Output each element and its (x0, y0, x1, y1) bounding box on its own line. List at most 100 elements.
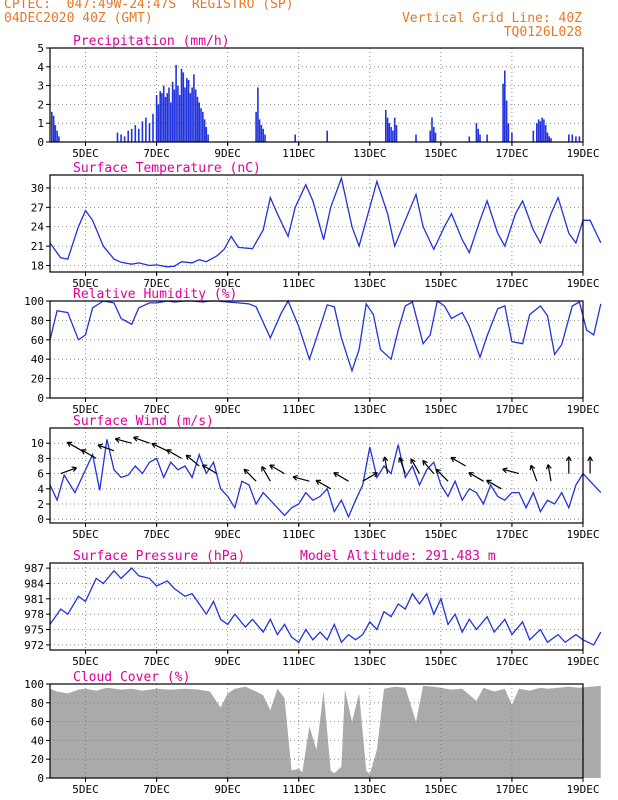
x-tick-label: 11DEC (282, 277, 315, 290)
precip-bar (388, 123, 391, 142)
precip-bar (184, 87, 186, 142)
wind-vector-head (269, 464, 273, 470)
precip-bar (196, 96, 199, 142)
precip-bar (134, 125, 137, 142)
y-tick-label: 0 (37, 513, 44, 526)
y-tick-label: 20 (31, 753, 44, 766)
wind-vector-shaft (97, 444, 115, 452)
x-tick-label: 15DEC (424, 147, 457, 160)
precip-bar (193, 74, 195, 142)
y-tick-label: 2 (37, 98, 44, 111)
precip-bar (541, 117, 543, 142)
y-tick-label: 2 (37, 498, 44, 511)
wind-vector-head (201, 464, 206, 470)
wind-vector-shaft (486, 479, 502, 490)
wind-vector-head (410, 458, 416, 463)
precip-bar (180, 68, 183, 142)
y-tick-label: 1 (37, 117, 44, 130)
wind-vector-head (589, 456, 594, 462)
wind-vector-head (565, 456, 570, 462)
wind-vector-shaft (398, 457, 406, 474)
precip-bar (166, 93, 169, 142)
y-tick-label: 18 (31, 260, 44, 273)
precip-bar (433, 127, 435, 142)
x-tick-label: 11DEC (282, 783, 315, 796)
precip-bar (58, 136, 60, 142)
panel-title: Surface Wind (m/s) (73, 414, 214, 429)
wind-vector-head (468, 472, 472, 478)
precip-bar (120, 134, 122, 142)
y-tick-label: 40 (31, 353, 44, 366)
series-line-3 (49, 299, 602, 373)
precip-bar (157, 104, 160, 142)
wind-vector-head (384, 456, 389, 462)
y-tick-label: 0 (37, 772, 44, 785)
precip-bar (173, 89, 176, 142)
wind-vector-shaft (547, 464, 552, 482)
wind-vector-head (450, 457, 455, 463)
x-tick-label: 17DEC (495, 277, 528, 290)
x-tick-label: 11DEC (282, 528, 315, 541)
precip-bar (194, 89, 197, 142)
x-tick-label: 15DEC (424, 528, 457, 541)
precip-bar (205, 127, 208, 142)
x-tick-label: 9DEC (214, 277, 241, 290)
wind-vector-head (545, 464, 549, 470)
precip-bar (393, 117, 396, 142)
panel-title: Cloud Cover (%) (73, 670, 190, 685)
panel-frame (49, 683, 584, 779)
precip-bar (155, 95, 158, 142)
wind-vector-head (185, 454, 189, 460)
precip-bar (537, 119, 540, 142)
wind-vector-shaft (166, 449, 182, 459)
y-tick-label: 0 (37, 136, 44, 149)
precip-bar (171, 81, 174, 142)
x-tick-label: 7DEC (143, 528, 170, 541)
precip-bar (170, 102, 172, 142)
wind-vector-shaft (315, 479, 332, 490)
x-tick-label: 15DEC (424, 655, 457, 668)
wind-vector-shaft (502, 468, 520, 475)
precip-bar (479, 134, 481, 142)
x-tick-label: 7DEC (143, 147, 170, 160)
wind-vector-head (399, 457, 404, 462)
precip-bar (326, 130, 328, 142)
x-tick-label: 19DEC (566, 655, 599, 668)
wind-vector-shaft (115, 438, 132, 444)
panel-frame (49, 427, 584, 524)
x-tick-label: 5DEC (72, 147, 99, 160)
precip-bar (148, 123, 151, 142)
x-tick-label: 5DEC (72, 277, 99, 290)
precip-bar (415, 134, 417, 142)
y-tick-label: 100 (24, 295, 44, 308)
wind-vector-head (422, 460, 425, 466)
precip-bar (502, 83, 504, 142)
series-line-2 (49, 175, 602, 268)
precip-bar (152, 113, 154, 142)
y-tick-label: 4 (37, 483, 44, 496)
header-title-line-1: CPTEC: 047:49W-24:47S REGISTRO (SP) (4, 0, 294, 12)
precip-bar (56, 130, 58, 142)
wind-vector-shaft (151, 443, 168, 452)
x-tick-label: 13DEC (353, 783, 386, 796)
x-tick-label: 11DEC (282, 403, 315, 416)
wind-vector-head (398, 457, 401, 463)
y-tick-label: 100 (24, 678, 44, 691)
wind-vector-shaft (333, 472, 349, 482)
y-tick-label: 978 (24, 608, 44, 621)
precip-bar (431, 117, 433, 142)
wind-vector-head (133, 436, 139, 438)
precip-bar (186, 78, 188, 142)
precip-bar (504, 70, 506, 142)
precip-bar (164, 96, 167, 142)
y-tick-label: 5 (37, 42, 44, 55)
precip-bar (575, 136, 577, 142)
x-tick-label: 19DEC (566, 403, 599, 416)
wind-vector-head (261, 465, 267, 470)
precip-bar (468, 136, 471, 142)
precip-bar (191, 87, 193, 142)
panel-annotation: Model Altitude: 291.483 m (300, 549, 496, 564)
wind-vector-shaft (243, 468, 257, 482)
precip-bar (486, 134, 488, 142)
precip-bar (548, 136, 550, 142)
